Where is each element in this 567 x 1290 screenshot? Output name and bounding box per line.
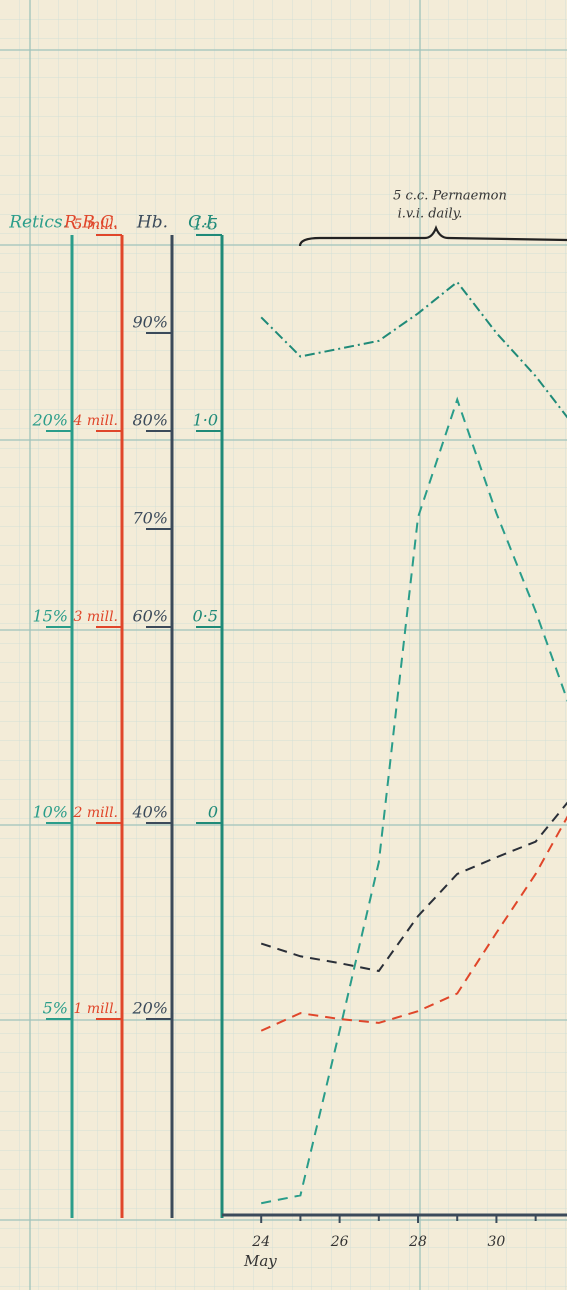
page: 5 c.c. Pernaemon i.v.i. daily. May Retic… [0, 0, 567, 1290]
y-tick-label: 15% [32, 607, 68, 626]
x-tick-label: 26 [330, 1234, 349, 1250]
y-tick-label: 40% [131, 803, 168, 822]
y-tick-label: 70% [132, 509, 168, 528]
x-tick-label: 28 [408, 1234, 427, 1250]
y-tick-label: 10% [32, 803, 68, 822]
annotation: i.v.i. daily. [398, 207, 463, 222]
y-tick-label: 2 mill. [72, 805, 118, 821]
y-axis-title: Retics. [8, 213, 68, 233]
x-tick-label: 30 [488, 1234, 506, 1250]
y-tick-label: 80% [132, 411, 168, 430]
y-tick-label: 5% [43, 999, 68, 1018]
x-tick-label: 24 [251, 1234, 270, 1250]
y-tick-label: 20% [131, 999, 168, 1018]
chart: 5 c.c. Pernaemon i.v.i. daily. May Retic… [0, 0, 567, 1290]
y-tick-label: 1·5 [193, 215, 218, 234]
x-axis-label: May [243, 1252, 277, 1270]
y-tick-label: 1·0 [193, 411, 218, 430]
y-tick-label: 3 mill. [73, 609, 118, 625]
y-tick-label: 60% [132, 607, 168, 626]
y-tick-label: 20% [31, 411, 68, 430]
annotation: 5 c.c. Pernaemon [393, 189, 507, 204]
y-axis-title: Hb. [136, 213, 168, 233]
y-tick-label: 90% [132, 313, 168, 332]
y-tick-label: 4 mill. [72, 413, 118, 429]
y-tick-label: 1 mill. [73, 1001, 118, 1017]
y-tick-label: 5 mill. [73, 217, 118, 233]
y-tick-label: 0·5 [193, 607, 218, 626]
y-tick-label: 0 [208, 803, 218, 822]
